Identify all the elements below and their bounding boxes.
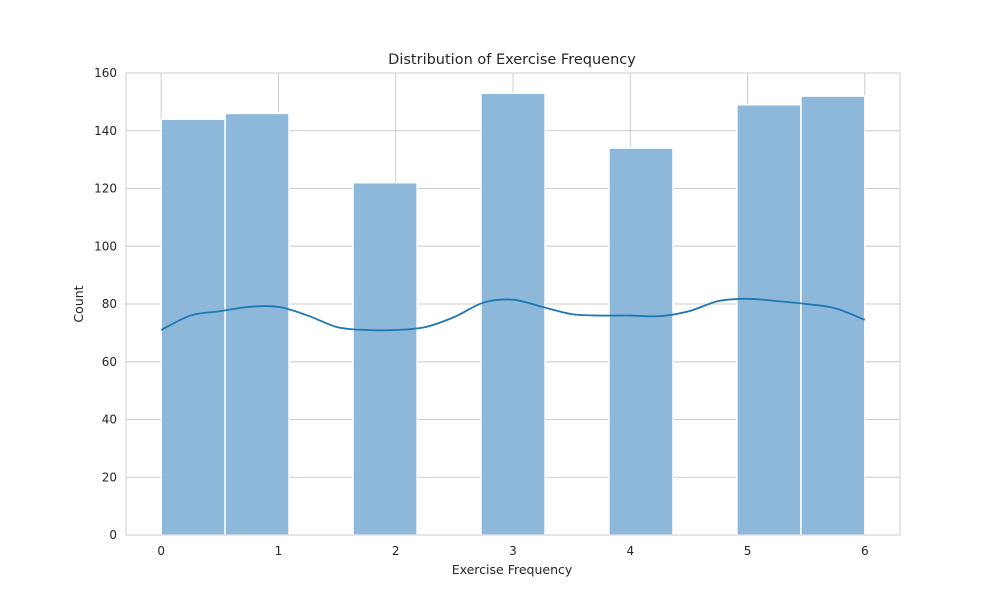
histogram-bar	[736, 104, 802, 536]
plot-frame	[125, 72, 901, 536]
kde-layer	[160, 297, 866, 332]
x-tick-label: 3	[509, 544, 517, 558]
y-tick-label: 100	[94, 239, 117, 253]
x-axis-label: Exercise Frequency	[452, 562, 573, 577]
y-tick-label: 40	[102, 413, 117, 427]
labels-layer: Distribution of Exercise Frequency Exerc…	[71, 52, 636, 577]
histogram-bar	[352, 181, 418, 536]
y-axis-label: Count	[71, 285, 86, 322]
kde-curve	[160, 297, 866, 332]
x-tick-label: 2	[392, 544, 400, 558]
y-tick-label: 120	[94, 182, 117, 196]
bars-layer	[160, 92, 866, 536]
x-tick-label: 0	[157, 544, 165, 558]
x-tick-label: 4	[626, 544, 634, 558]
y-tick-label: 80	[102, 297, 117, 311]
histogram-bar	[608, 147, 674, 536]
y-tick-label: 0	[109, 528, 117, 542]
histogram-bar	[224, 112, 290, 536]
histogram-bar	[480, 92, 546, 536]
histogram-bar	[160, 118, 226, 536]
x-tick-label: 5	[744, 544, 752, 558]
x-tick-label: 1	[275, 544, 283, 558]
y-tick-label: 20	[102, 470, 117, 484]
x-tick-label: 6	[861, 544, 869, 558]
chart-title: Distribution of Exercise Frequency	[388, 52, 636, 68]
y-tick-label: 160	[94, 66, 117, 80]
y-tick-label: 60	[102, 355, 117, 369]
y-tick-label: 140	[94, 124, 117, 138]
